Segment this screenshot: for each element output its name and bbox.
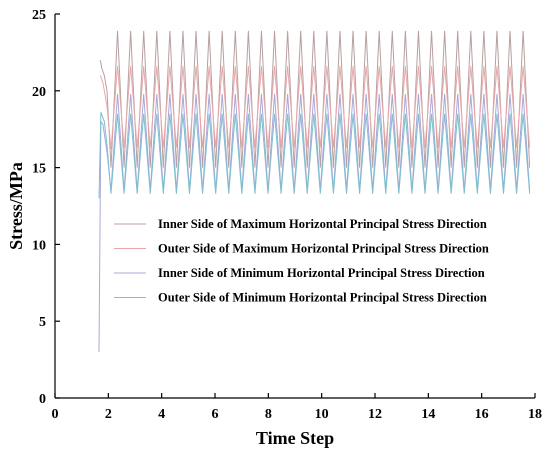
legend-label-4: Outer Side of Minimum Horizontal Princip… <box>158 291 487 305</box>
x-tick-label: 8 <box>265 407 272 422</box>
x-tick-label: 4 <box>158 407 165 422</box>
y-tick-label: 20 <box>32 85 46 100</box>
y-tick-label: 10 <box>32 238 46 253</box>
x-tick-label: 18 <box>528 407 542 422</box>
y-tick-label: 5 <box>39 315 46 330</box>
x-tick-label: 12 <box>368 407 382 422</box>
x-axis-title: Time Step <box>256 428 334 448</box>
x-tick-label: 2 <box>105 407 112 422</box>
legend-label-2: Outer Side of Maximum Horizontal Princip… <box>158 242 489 256</box>
series-line-1 <box>99 30 531 168</box>
x-tick-label: 14 <box>421 407 435 422</box>
y-tick-label: 0 <box>39 392 46 407</box>
legend-label-1: Inner Side of Maximum Horizontal Princip… <box>158 217 487 231</box>
x-tick-label: 16 <box>475 407 489 422</box>
x-tick-label: 6 <box>212 407 219 422</box>
series-line-4 <box>98 112 531 199</box>
x-tick-label: 0 <box>52 407 59 422</box>
ticks-layer: 0 2 4 6 8 10 12 14 16 18 0 5 10 15 20 25 <box>32 8 542 422</box>
y-tick-label: 15 <box>32 162 46 177</box>
axes-layer <box>54 14 535 399</box>
y-tick-label: 25 <box>32 8 46 23</box>
legend-label-3: Inner Side of Minimum Horizontal Princip… <box>158 266 485 280</box>
series-line-2 <box>99 66 531 150</box>
legend: Inner Side of Maximum Horizontal Princip… <box>114 217 489 305</box>
series-layer <box>98 30 531 352</box>
x-tick-label: 10 <box>315 407 329 422</box>
y-axis-title: Stress/MPa <box>6 162 26 250</box>
